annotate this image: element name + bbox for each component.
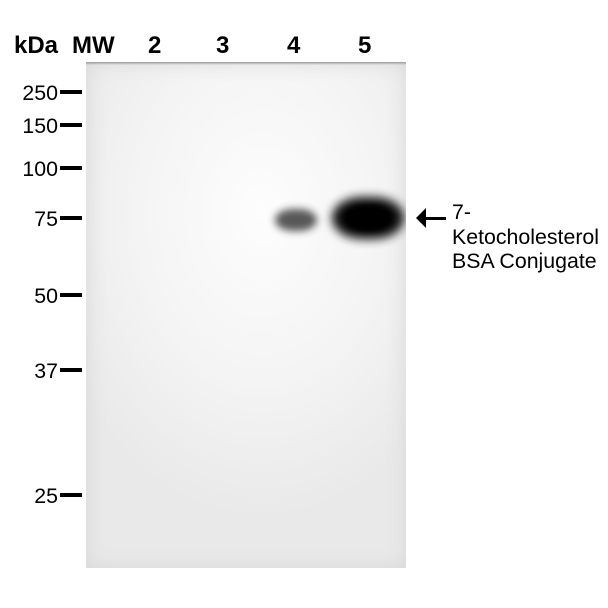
blot-membrane [86, 62, 406, 568]
mw-label-250: 250 [0, 81, 58, 106]
mw-tick-50 [60, 293, 82, 297]
axis-title-kda: kDa [14, 32, 58, 60]
mw-label-75: 75 [0, 207, 58, 232]
band-lane5-2 [344, 205, 392, 231]
mw-tick-25 [60, 493, 82, 497]
mw-label-25: 25 [0, 484, 58, 509]
lane-label-2: 2 [148, 32, 161, 60]
mw-label-37: 37 [0, 359, 58, 384]
annotation-arrow-head [416, 208, 426, 228]
mw-label-100: 100 [0, 157, 58, 182]
blot-background [86, 62, 406, 568]
lane-label-5: 5 [358, 32, 371, 60]
column-header-mw: MW [72, 32, 115, 60]
annotation-text: 7-KetocholesterolBSA Conjugate [452, 200, 608, 274]
annotation-arrow-line [426, 217, 446, 220]
annotation-line-0: 7-Ketocholesterol [452, 200, 608, 249]
mw-tick-37 [60, 368, 82, 372]
mw-tick-250 [60, 90, 82, 94]
lane-label-3: 3 [216, 32, 229, 60]
mw-label-50: 50 [0, 284, 58, 309]
mw-tick-75 [60, 216, 82, 220]
lane-label-4: 4 [287, 32, 300, 60]
mw-tick-100 [60, 166, 82, 170]
mw-tick-150 [60, 123, 82, 127]
annotation-line-1: BSA Conjugate [452, 249, 608, 274]
blot-top-edge [86, 62, 406, 65]
mw-label-150: 150 [0, 114, 58, 139]
band-lane4-0 [275, 209, 317, 231]
